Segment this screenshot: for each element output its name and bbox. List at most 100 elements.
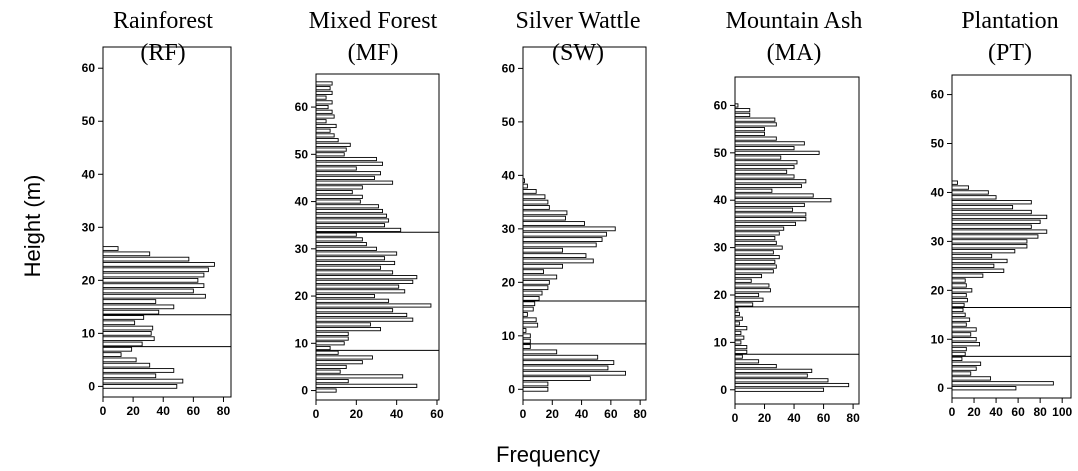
panel-subtitle: (MA) <box>767 40 822 66</box>
histogram-bar <box>315 355 373 360</box>
histogram-bar <box>315 180 394 185</box>
x-tick-label: 20 <box>126 404 140 418</box>
histogram-bar <box>102 246 119 251</box>
y-tick-label: 40 <box>295 195 309 209</box>
panel-2: Mixed Forest (MF) 0 10 20 30 40 50 60 0 20 40 60 <box>295 8 444 421</box>
histogram-bar <box>102 378 184 384</box>
histogram-bar <box>315 350 339 355</box>
x-tick-label: 60 <box>817 411 831 425</box>
histogram-bar <box>102 352 122 357</box>
histogram-bar <box>102 346 133 352</box>
y-tick-label: 30 <box>714 241 728 255</box>
histogram-bar <box>522 386 549 392</box>
histogram-bar <box>522 274 558 280</box>
x-tick-label: 60 <box>604 407 618 421</box>
histogram-bar <box>315 90 333 95</box>
histogram-bar <box>522 221 585 226</box>
histogram-bar <box>951 273 984 278</box>
histogram-bar <box>734 207 794 212</box>
histogram-bar <box>951 351 966 357</box>
histogram-bar <box>951 180 958 185</box>
histogram-bar <box>951 366 977 371</box>
histogram-bar <box>315 341 345 346</box>
histogram-bar <box>951 312 966 317</box>
histogram-bar <box>951 332 972 337</box>
histogram-bar <box>102 262 215 267</box>
plot-frame <box>522 46 647 401</box>
histogram-bar <box>315 142 351 147</box>
histogram-bar <box>102 299 157 304</box>
histogram-bar <box>315 218 390 223</box>
histogram-bar <box>951 288 973 293</box>
histogram-bar <box>951 229 1048 234</box>
histogram-bar <box>734 316 743 321</box>
x-tick-label: 40 <box>390 407 404 421</box>
histogram-bar <box>522 312 528 317</box>
histogram-bar <box>522 215 566 221</box>
histogram-bar <box>102 384 178 389</box>
histogram-bar <box>522 205 550 210</box>
histogram-bar <box>522 317 537 323</box>
x-tick-label: 60 <box>1011 405 1025 419</box>
histogram-bar <box>951 322 967 327</box>
histogram-bar <box>315 194 363 199</box>
histogram-bar <box>315 303 432 308</box>
histogram-bar <box>951 224 1032 229</box>
panel-title: Silver Wattle <box>516 8 641 34</box>
histogram-bar <box>734 127 765 132</box>
histogram-bar <box>315 383 418 388</box>
histogram-bar <box>315 204 379 209</box>
histogram-bar <box>522 344 531 349</box>
panel-title: Rainforest <box>113 8 213 34</box>
x-tick-label: 80 <box>1033 405 1047 419</box>
histogram-bar <box>522 365 609 371</box>
histogram-bar <box>951 386 1017 391</box>
histogram-bar <box>734 382 850 388</box>
histogram-bar <box>522 370 626 376</box>
histogram-bar <box>734 340 742 345</box>
histogram-bar <box>522 322 539 328</box>
histogram-bar <box>951 249 1016 254</box>
histogram-bar <box>734 245 783 250</box>
histogram-bar <box>522 199 549 205</box>
histogram-bar <box>734 269 774 274</box>
histogram-bar <box>522 189 537 194</box>
histogram-bar <box>951 283 967 288</box>
histogram-bar <box>734 179 807 184</box>
histogram-bar <box>315 119 327 124</box>
histogram-bar <box>315 185 363 190</box>
histogram-bar <box>315 251 398 256</box>
histogram-bar <box>315 232 357 237</box>
y-tick-label: 60 <box>295 100 309 114</box>
histogram-bar <box>734 278 752 283</box>
panel-5: Plantation (PT) 0 10 20 30 40 50 60 0 20 40 60 80 100 <box>931 8 1073 419</box>
histogram-bar <box>315 331 349 336</box>
y-tick-label: 20 <box>931 283 945 297</box>
histogram-bar <box>734 217 807 222</box>
panel-4: Mountain Ash (MA) 0 10 20 30 40 50 60 0 20 40 60 80 <box>714 8 863 425</box>
histogram-bar <box>315 289 406 294</box>
histogram-bar <box>522 360 615 365</box>
histogram-bar <box>734 259 776 264</box>
histogram-bar <box>315 279 414 284</box>
histogram-bar <box>315 223 386 228</box>
histogram-bar <box>315 152 345 157</box>
x-tick-label: 40 <box>157 404 171 418</box>
y-tick-label: 60 <box>714 98 728 112</box>
histogram-bar <box>951 244 1028 249</box>
histogram-bar <box>734 330 742 335</box>
histogram-bar <box>734 335 745 340</box>
y-tick-label: 10 <box>502 329 516 343</box>
histogram-bar <box>734 108 751 113</box>
y-tick-label: 0 <box>508 382 515 396</box>
histogram-bar <box>315 123 337 129</box>
y-tick-label: 20 <box>82 273 96 287</box>
x-tick-label: 20 <box>758 411 772 425</box>
histogram-bar <box>734 345 748 350</box>
histogram-bar <box>315 166 357 171</box>
histogram-bar <box>734 188 773 193</box>
y-tick-label: 20 <box>714 288 728 302</box>
histogram-bar <box>315 379 349 384</box>
plot-frame <box>102 46 232 398</box>
